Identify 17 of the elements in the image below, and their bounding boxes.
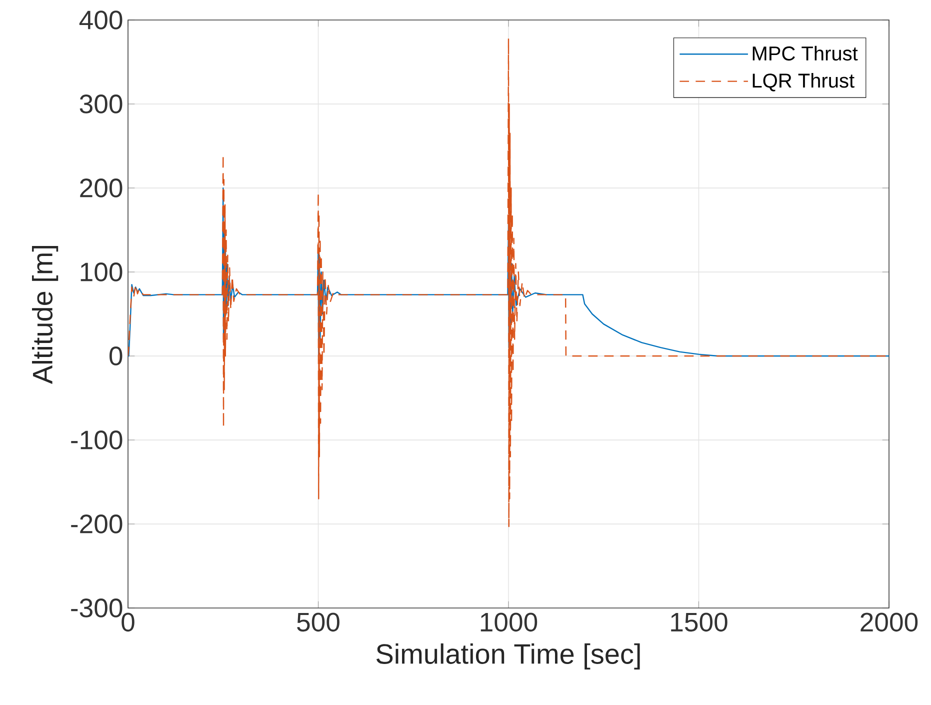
y-tick-label: -200 <box>71 514 122 534</box>
legend-label: MPC Thrust <box>752 46 858 61</box>
x-tick-label: 500 <box>297 612 340 632</box>
legend-label: LQR Thrust <box>752 73 854 92</box>
x-axis-title: Simulation Time [sec] <box>376 643 640 670</box>
y-tick-label: 300 <box>80 94 122 114</box>
y-tick-label: 400 <box>79 10 122 30</box>
y-tick-label: -100 <box>71 430 122 450</box>
y-axis-title: Altitude [m] <box>32 246 58 384</box>
y-tick-label: -300 <box>71 598 122 618</box>
x-tick-label: 1500 <box>671 612 728 632</box>
x-tick-label: 0 <box>122 612 134 632</box>
x-tick-label: 1000 <box>480 612 538 632</box>
y-tick-label: 100 <box>80 262 122 282</box>
y-tick-label: 0 <box>110 346 122 366</box>
x-tick-label: 2000 <box>860 612 918 632</box>
y-tick-label: 200 <box>80 178 122 198</box>
